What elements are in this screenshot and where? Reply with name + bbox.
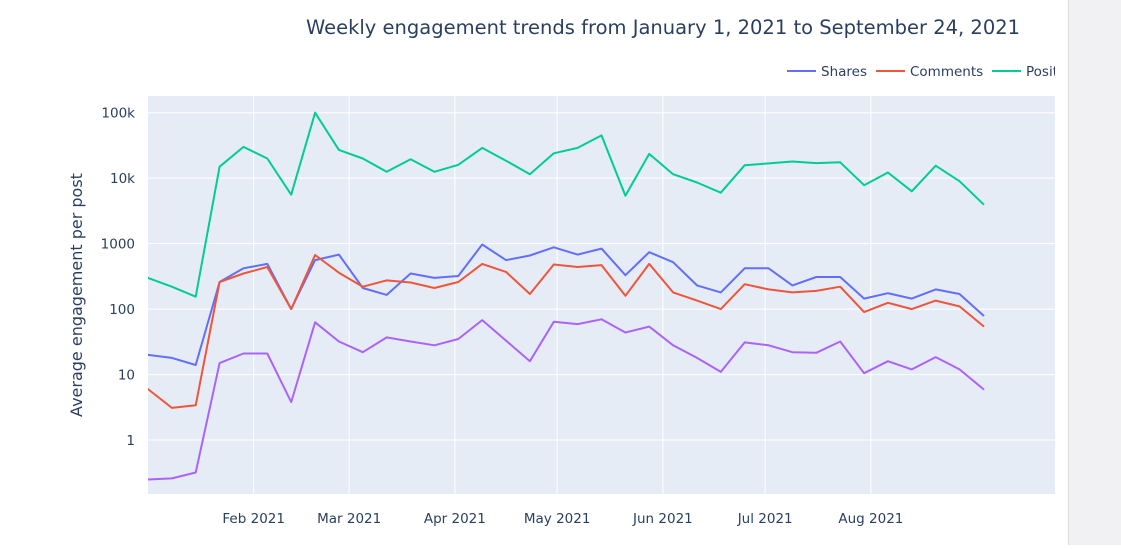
- series-line-series-4[interactable]: [148, 318, 985, 481]
- legend-item-shares[interactable]: Shares: [787, 64, 867, 80]
- chart-container: Weekly engagement trends from January 1,…: [67, 16, 1068, 527]
- x-tick-label: Jul 2021: [737, 511, 793, 527]
- x-tick-label: Feb 2021: [222, 511, 285, 527]
- series-line-positive-reactions[interactable]: [148, 111, 985, 298]
- y-tick-label: 10k: [110, 171, 135, 187]
- legend-label: Positive reactions: [1026, 64, 1068, 80]
- x-tick-labels: Feb 2021 Mar 2021 Apr 2021 May 2021 Jun 2021…: [222, 511, 903, 527]
- x-tick-label: Apr 2021: [424, 511, 486, 527]
- y-tick-label: 1: [126, 433, 135, 449]
- y-tick-label: 100: [109, 302, 135, 318]
- scrollbar-track[interactable]: [1068, 0, 1121, 545]
- legend-item-comments[interactable]: Comments: [876, 64, 983, 80]
- legend[interactable]: Shares Comments Positive reactions: [787, 64, 1068, 80]
- x-tick-label: Aug 2021: [838, 511, 903, 527]
- legend-label: Shares: [821, 64, 867, 80]
- y-tick-label: 10: [118, 368, 135, 384]
- x-tick-label: Jun 2021: [632, 511, 693, 527]
- y-axis-title: Average engagement per post: [67, 173, 86, 417]
- chart-title: Weekly engagement trends from January 1,…: [306, 16, 1020, 39]
- x-tick-label: May 2021: [524, 511, 591, 527]
- y-tick-label: 100k: [101, 106, 135, 122]
- chart-svg: Weekly engagement trends from January 1,…: [67, 16, 1068, 527]
- x-tick-label: Mar 2021: [317, 511, 381, 527]
- legend-item-positive-reactions[interactable]: Positive reactions: [992, 64, 1068, 80]
- y-tick-labels: 1 10 100 1000 10k 100k: [101, 106, 136, 449]
- series-layer: [148, 111, 985, 481]
- y-tick-label: 1000: [101, 237, 135, 253]
- legend-label: Comments: [910, 64, 983, 80]
- series-line-comments[interactable]: [148, 254, 985, 409]
